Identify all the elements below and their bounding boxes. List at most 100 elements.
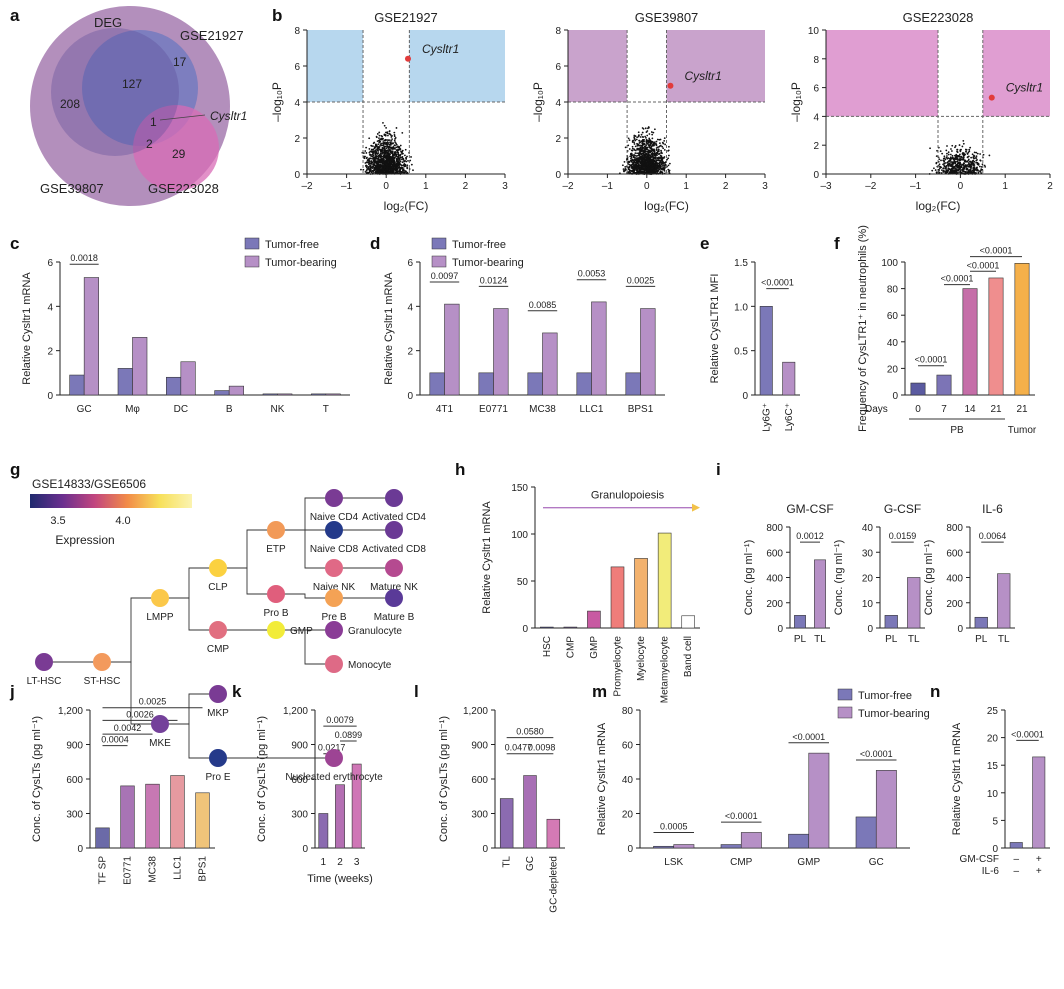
volcano-point bbox=[973, 166, 976, 168]
volcano-point bbox=[640, 144, 643, 147]
volcano-point bbox=[385, 159, 388, 162]
volcano-point bbox=[392, 157, 394, 160]
p-value-label: 0.0085 bbox=[529, 300, 557, 310]
volcano-point bbox=[956, 159, 959, 161]
volcano-point bbox=[644, 145, 647, 148]
volcano-point bbox=[630, 153, 633, 155]
volcano-point bbox=[644, 163, 647, 166]
lineage-edge bbox=[102, 661, 160, 725]
volcano-point bbox=[379, 144, 382, 147]
volcano-point bbox=[635, 159, 638, 162]
volcano-point bbox=[964, 171, 967, 174]
volcano-point bbox=[643, 167, 646, 169]
volcano-point bbox=[402, 157, 405, 160]
volcano-point bbox=[381, 172, 384, 175]
volcano-point bbox=[968, 165, 971, 168]
volcano-point bbox=[653, 144, 655, 146]
volcano-point bbox=[975, 167, 978, 170]
volcano-point bbox=[639, 149, 642, 151]
volcano-point bbox=[953, 171, 956, 173]
volcano-point bbox=[381, 146, 384, 149]
volcano-point bbox=[377, 146, 380, 149]
volcano-point bbox=[621, 164, 624, 167]
volcano-point bbox=[649, 147, 652, 149]
volcano-point bbox=[652, 170, 655, 173]
volcano-point bbox=[653, 166, 656, 169]
volcano-point bbox=[389, 171, 392, 174]
volcano-point bbox=[968, 162, 970, 164]
volcano-point bbox=[369, 164, 371, 167]
volcano-point bbox=[643, 145, 646, 148]
volcano-point bbox=[389, 166, 392, 169]
p-value-label: <0.0001 bbox=[941, 274, 974, 284]
volcano-point bbox=[936, 149, 938, 152]
volcano-point bbox=[969, 146, 972, 149]
volcano-point bbox=[951, 150, 953, 152]
volcano-point bbox=[966, 156, 969, 159]
volcano-point bbox=[390, 169, 393, 172]
volcano-point bbox=[937, 168, 940, 171]
volcano-point bbox=[383, 147, 386, 150]
y-tick-label: 4 bbox=[294, 98, 300, 109]
venn-count-127: 127 bbox=[122, 77, 142, 91]
volcano-point bbox=[387, 168, 390, 171]
volcano-point bbox=[967, 165, 970, 168]
volcano-point bbox=[963, 173, 966, 175]
volcano-point bbox=[652, 156, 654, 159]
volcano-point bbox=[374, 165, 377, 168]
volcano-point bbox=[401, 149, 404, 152]
y-tick-label: 200 bbox=[946, 599, 963, 610]
volcano-point bbox=[968, 163, 970, 166]
volcano-point bbox=[634, 154, 636, 157]
volcano-point bbox=[975, 161, 978, 164]
volcano-point bbox=[392, 169, 394, 172]
volcano-point bbox=[976, 168, 979, 171]
volcano-point bbox=[645, 169, 647, 172]
volcano-point bbox=[397, 157, 400, 160]
volcano-point bbox=[651, 172, 653, 175]
volcano-point bbox=[373, 159, 376, 162]
volcano-point bbox=[966, 152, 969, 155]
volcano-point bbox=[651, 154, 654, 157]
volcano-point bbox=[650, 168, 653, 171]
volcano-point bbox=[653, 166, 656, 169]
volcano-point bbox=[391, 154, 394, 157]
volcano-point bbox=[948, 171, 951, 174]
venn-label-gse39807: GSE39807 bbox=[40, 181, 104, 196]
volcano-point bbox=[954, 160, 957, 163]
volcano-point bbox=[387, 156, 390, 159]
volcano-point bbox=[394, 169, 397, 172]
volcano-point bbox=[957, 166, 960, 169]
cysltr1-label: Cysltr1 bbox=[684, 69, 721, 83]
volcano-point bbox=[639, 171, 642, 174]
volcano-point bbox=[642, 157, 644, 160]
volcano-point bbox=[982, 153, 985, 156]
volcano-point bbox=[951, 171, 954, 174]
volcano-point bbox=[645, 167, 647, 169]
volcano-xlabel: log₂(FC) bbox=[916, 199, 961, 213]
volcano-point bbox=[397, 145, 399, 148]
p-value-label: <0.0001 bbox=[725, 811, 758, 821]
lineage-node-label: Naive CD8 bbox=[310, 544, 359, 555]
volcano-point bbox=[378, 169, 381, 171]
volcano-point bbox=[638, 139, 641, 142]
volcano-point bbox=[646, 172, 649, 175]
volcano-point bbox=[967, 169, 970, 172]
volcano-point bbox=[958, 166, 961, 169]
volcano-point bbox=[393, 156, 396, 159]
volcano-point bbox=[959, 161, 961, 164]
volcano-point bbox=[660, 168, 663, 171]
volcano-point bbox=[637, 172, 640, 175]
volcano-point bbox=[390, 163, 392, 166]
volcano-point bbox=[651, 160, 654, 162]
volcano-point bbox=[651, 153, 654, 156]
volcano-point bbox=[393, 153, 396, 155]
volcano-point bbox=[384, 148, 386, 151]
volcano-point bbox=[649, 151, 651, 154]
volcano-point bbox=[401, 150, 404, 153]
volcano-point bbox=[659, 144, 662, 147]
volcano-point bbox=[663, 162, 665, 165]
x-tick-label: 1 bbox=[683, 181, 689, 192]
volcano-point bbox=[655, 153, 657, 155]
volcano-point bbox=[377, 168, 380, 171]
